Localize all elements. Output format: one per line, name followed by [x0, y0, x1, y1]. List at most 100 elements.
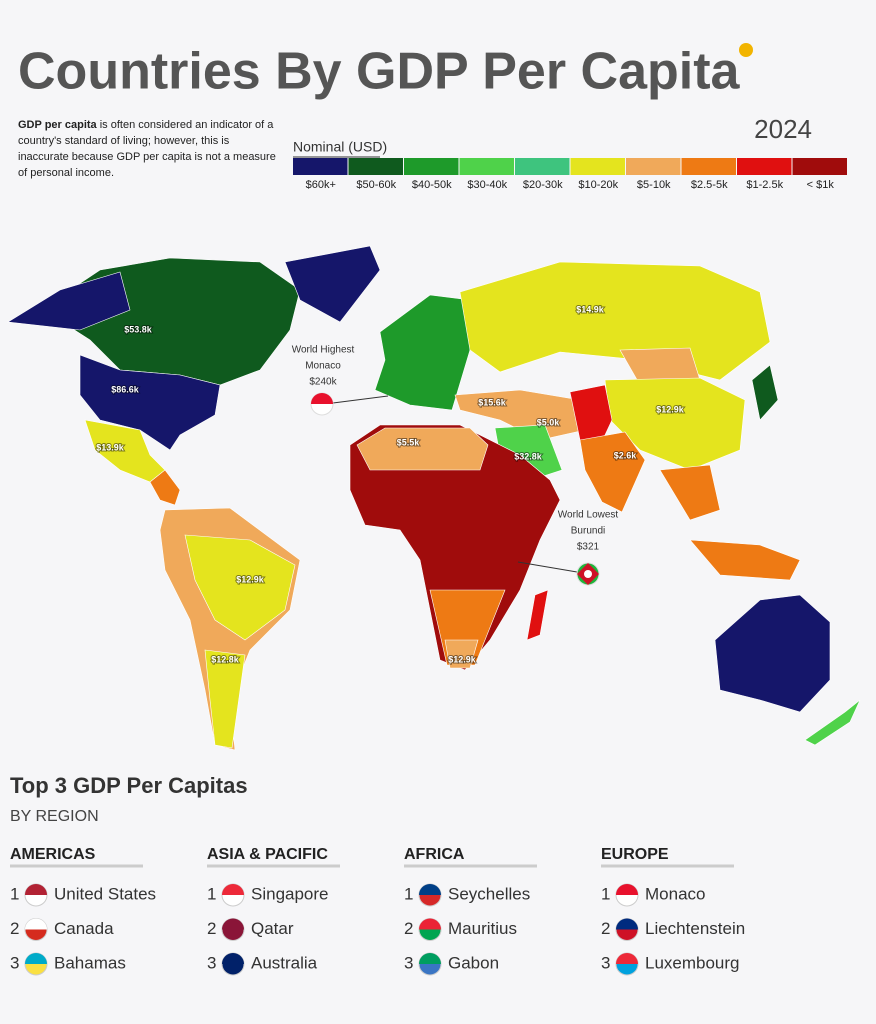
flag: [616, 884, 638, 895]
flag: [25, 953, 47, 964]
map-label: $32.8k: [514, 451, 543, 461]
rank: 2: [601, 919, 610, 938]
map-label: $15.6k: [478, 397, 507, 407]
rank: 3: [207, 953, 216, 972]
map-label: $53.8k: [124, 324, 153, 334]
legend-label: $10-20k: [578, 179, 618, 191]
callout-text: World Highest: [292, 345, 355, 356]
map-label: $86.6k: [111, 384, 140, 394]
legend-label: $1-2.5k: [746, 179, 783, 191]
legend-title: Nominal (USD): [293, 139, 387, 155]
year: 2024: [754, 114, 812, 144]
legend-label: $5-10k: [637, 179, 671, 191]
rank: 3: [601, 953, 610, 972]
map-label: $12.9k: [448, 654, 477, 664]
map-label: $2.6k: [614, 450, 638, 460]
rank: 2: [10, 919, 19, 938]
legend-swatch: [681, 158, 736, 175]
legend-swatch: [792, 158, 847, 175]
rank: 1: [601, 884, 610, 903]
madagascar: [526, 589, 549, 641]
rank: 3: [404, 953, 413, 972]
africa: [349, 424, 561, 671]
rank: 1: [10, 884, 19, 903]
callout-text: $321: [577, 542, 600, 553]
flag: [222, 884, 244, 895]
legend-label: $20-30k: [523, 179, 563, 191]
country: Qatar: [251, 919, 294, 938]
legend-swatch: [404, 158, 459, 175]
title-dot: [739, 43, 753, 57]
south-africa: [444, 639, 479, 669]
se-asia: [659, 464, 721, 521]
intro-text: is often considered an indicator of a co…: [18, 119, 276, 179]
legend-swatch: [570, 158, 625, 175]
middle-east-north: [454, 389, 586, 441]
intro: GDP per capita is often considered an in…: [18, 117, 280, 181]
map-label: $12.8k: [211, 654, 240, 664]
rank: 3: [10, 953, 19, 972]
legend-label: $40-50k: [412, 179, 452, 191]
japan: [751, 364, 779, 421]
flag: [222, 953, 244, 964]
region-name: AFRICA: [404, 846, 465, 863]
flag: [419, 884, 441, 895]
rank: 1: [207, 884, 216, 903]
country: Liechtenstein: [645, 919, 745, 938]
new-zealand: [804, 699, 861, 746]
map-label: $5.5k: [397, 437, 421, 447]
callout-line: [517, 561, 578, 573]
world-map: [7, 245, 861, 751]
flag: [311, 393, 333, 404]
callout-text: Monaco: [305, 361, 341, 372]
ranking: AMERICAS 1 United States 2 Canada 3 Bahamas ASI…: [10, 846, 745, 976]
indonesia: [689, 539, 801, 581]
central-america: [149, 469, 181, 506]
legend-swatch: [626, 158, 681, 175]
map-label: $5.0k: [537, 417, 561, 427]
country: Luxembourg: [645, 953, 740, 972]
legend: $60k+ $50-60k $40-50k $30-40k $20-30k $10-20k…: [293, 158, 847, 191]
country: Singapore: [251, 884, 329, 903]
usa: [79, 354, 221, 451]
russia: [459, 261, 771, 381]
map-label: $12.9k: [656, 404, 685, 414]
greenland: [284, 245, 381, 323]
flag: [419, 953, 441, 964]
region-name: AMERICAS: [10, 846, 96, 863]
callout-line: [332, 395, 389, 404]
ranking-subtitle: BY REGION: [10, 808, 99, 825]
legend-label: $30-40k: [467, 179, 507, 191]
legend-label: $2.5-5k: [691, 179, 728, 191]
legend-swatch: [515, 158, 570, 175]
intro-bold: GDP per capita: [18, 119, 97, 131]
legend-swatch: [293, 158, 348, 175]
country: Mauritius: [448, 919, 517, 938]
map-label: $14.9k: [576, 304, 605, 314]
rank: 2: [207, 919, 216, 938]
legend-swatch: [737, 158, 792, 175]
ranking-title: Top 3 GDP Per Capitas: [10, 773, 248, 798]
country: Bahamas: [54, 953, 126, 972]
china: [604, 377, 746, 471]
legend-label: $60k+: [306, 179, 336, 191]
flag: [616, 953, 638, 964]
australia: [714, 594, 831, 713]
country: Australia: [251, 953, 318, 972]
legend-label: $50-60k: [356, 179, 396, 191]
flag: [419, 918, 441, 930]
country: Monaco: [645, 884, 705, 903]
alaska: [7, 271, 131, 331]
legend-swatch: [459, 158, 514, 175]
callout-text: World Lowest: [558, 510, 619, 521]
title: Countries By GDP Per Capita: [18, 43, 741, 101]
flag: [25, 884, 47, 895]
flag: [584, 570, 592, 578]
callout-text: $240k: [309, 377, 337, 388]
flag: [616, 918, 638, 930]
region-name: ASIA & PACIFIC: [207, 846, 328, 863]
flag: [222, 918, 244, 930]
rank: 2: [404, 919, 413, 938]
